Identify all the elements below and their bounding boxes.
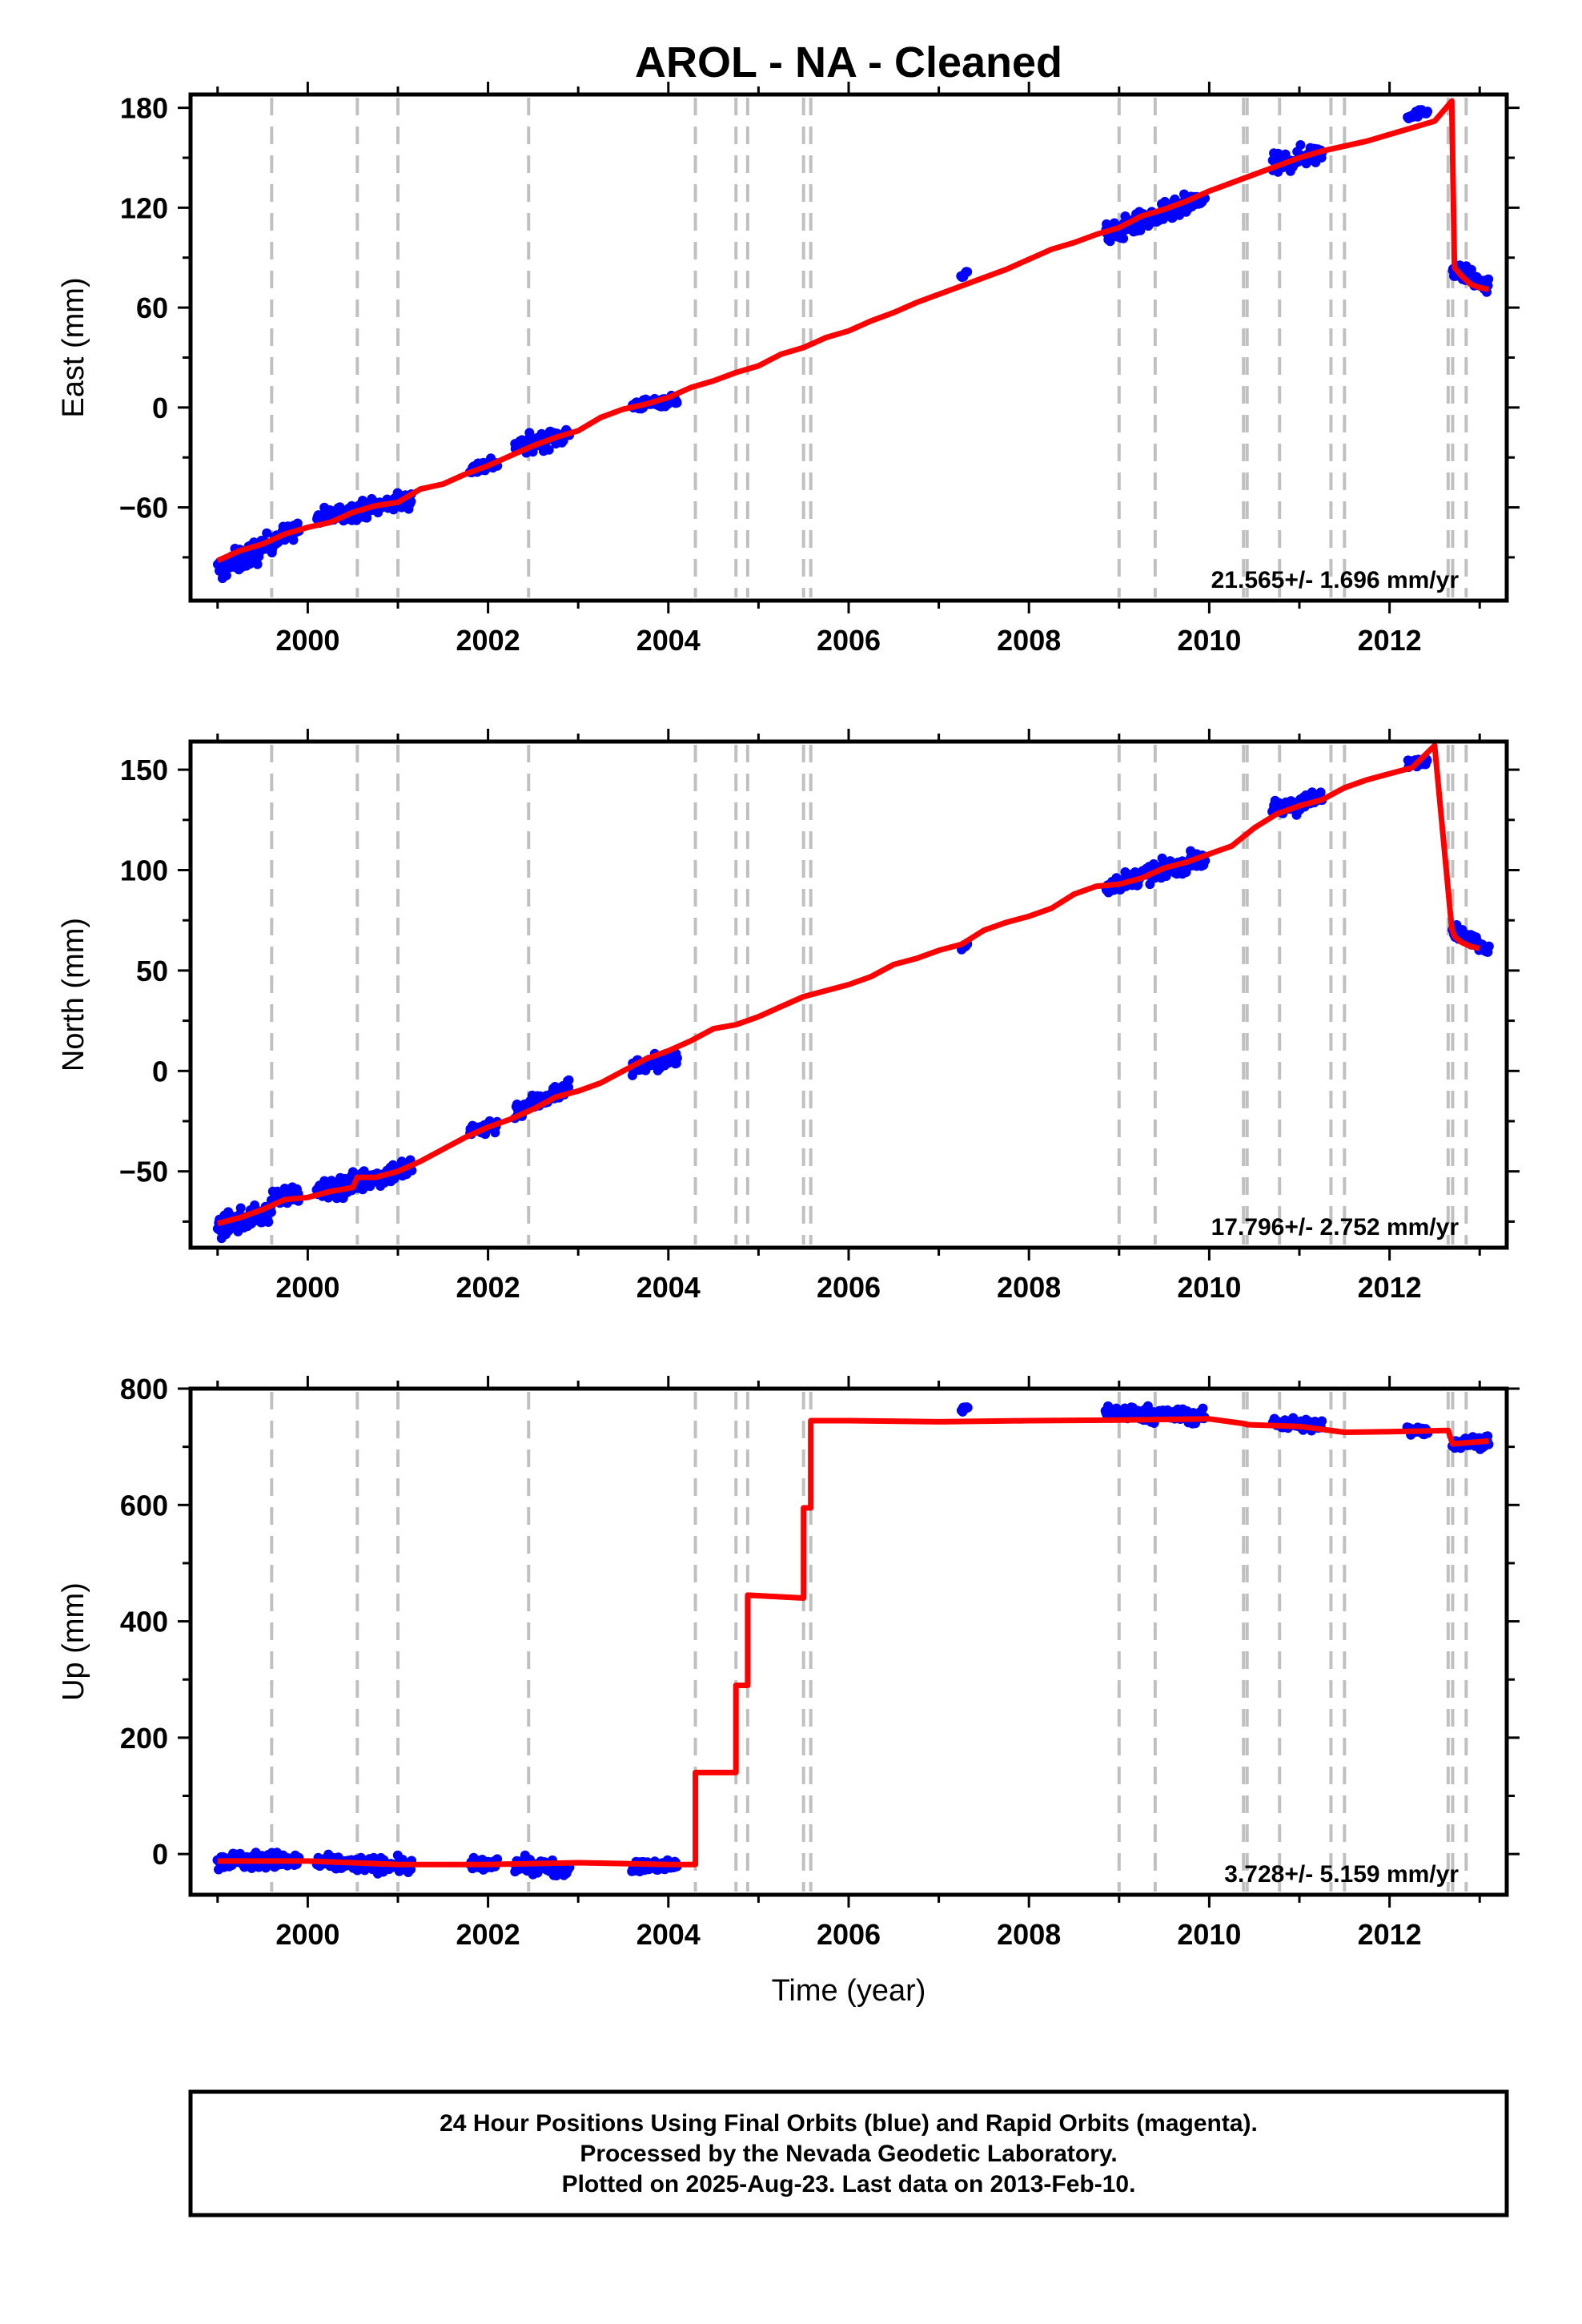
data-point [1317,1416,1327,1426]
x-tick-label: 2000 [275,1918,339,1951]
data-point [962,1402,973,1413]
data-point [1295,140,1306,150]
data-point [1484,941,1494,951]
data-point [544,444,554,455]
y-tick-label: 200 [120,1722,168,1755]
y-tick-label: 0 [152,1055,168,1088]
x-tick-label: 2010 [1177,624,1241,657]
data-point [263,1217,274,1227]
data-point [672,398,682,408]
x-tick-label: 2008 [997,1918,1061,1951]
plot-frame [188,1386,1509,1897]
y-tick-label: 600 [120,1489,168,1522]
x-tick-label: 2012 [1358,624,1422,657]
north-panel: 2000 2002 2004 2006 2008 2010 2012 −50 0 50 100 150… [57,729,1520,1304]
data-point [262,528,272,538]
east-panel: 2000 2002 2004 2006 2008 2010 2012 −60 0 60 120 180… [57,82,1520,657]
x-tick-label: 2002 [456,1271,520,1304]
data-point [564,1082,574,1092]
data-point [235,1203,246,1213]
x-tick-label: 2000 [275,1271,339,1304]
y-tick-label: −50 [119,1156,168,1188]
x-tick-label: 2010 [1177,1918,1241,1951]
data-point [564,1075,574,1085]
y-axis-label: Up (mm) [57,1582,90,1701]
model-fit-line [217,1416,1489,1868]
data-point [1105,236,1115,247]
model-fit-line [216,742,1480,1227]
y-tick-label: 120 [120,191,168,224]
y-tick-label: −60 [119,492,168,525]
model-fit-line [216,98,1490,564]
y-tick-label: 0 [152,1838,168,1871]
x-tick-label: 2012 [1358,1271,1422,1304]
data-point [252,559,263,569]
x-tick-label: 2008 [997,1271,1061,1304]
x-tick-label: 2002 [456,624,520,657]
x-tick-label: 2000 [275,624,339,657]
x-tick-label: 2004 [636,1271,701,1304]
footer-line-1: 24 Hour Positions Using Final Orbits (bl… [440,2110,1258,2137]
velocity-annotation: 17.796+/- 2.752 mm/yr [1211,1214,1460,1240]
data-point [672,1053,682,1063]
data-point [1198,1403,1208,1413]
x-tick-label: 2010 [1177,1271,1241,1304]
y-tick-label: 50 [136,955,168,987]
data-point [1118,233,1129,243]
data-point [1423,107,1432,117]
x-tick-label: 2006 [817,624,881,657]
y-tick-label: 60 [136,292,168,324]
x-tick-label: 2012 [1358,1918,1422,1951]
data-point [492,1854,503,1864]
x-axis-label: Time (year) [772,1974,926,2008]
y-tick-label: 180 [120,92,168,125]
x-tick-label: 2004 [636,624,701,657]
data-point [962,267,973,277]
data-point [292,518,303,529]
footer-line-3: Plotted on 2025-Aug-23. Last data on 201… [562,2171,1136,2197]
y-axis-label: North (mm) [57,918,90,1072]
x-tick-label: 2006 [817,1918,881,1951]
y-tick-label: 800 [120,1373,168,1405]
x-tick-label: 2002 [456,1918,520,1951]
y-axis-label: East (mm) [57,277,90,417]
data-point [1484,274,1494,284]
x-tick-label: 2008 [997,624,1061,657]
footer-line-2: Processed by the Nevada Geodetic Laborat… [580,2141,1117,2167]
up-panel: 2000 2002 2004 2006 2008 2010 2012 0 200 400 600 80… [57,1373,1520,1951]
data-point [288,535,299,545]
y-tick-label: 150 [120,754,168,786]
y-tick-label: 0 [152,392,168,424]
x-tick-label: 2004 [636,1918,701,1951]
x-tick-label: 2006 [817,1271,881,1304]
plot-frame [188,92,1509,603]
y-tick-label: 400 [120,1606,168,1638]
footer-box [188,2089,1509,2217]
figure-title: AROL - NA - Cleaned [635,38,1062,86]
velocity-annotation: 21.565+/- 1.696 mm/yr [1211,567,1460,593]
data-point [221,570,231,581]
velocity-annotation: 3.728+/- 5.159 mm/yr [1224,1861,1459,1888]
y-tick-label: 100 [120,854,168,887]
